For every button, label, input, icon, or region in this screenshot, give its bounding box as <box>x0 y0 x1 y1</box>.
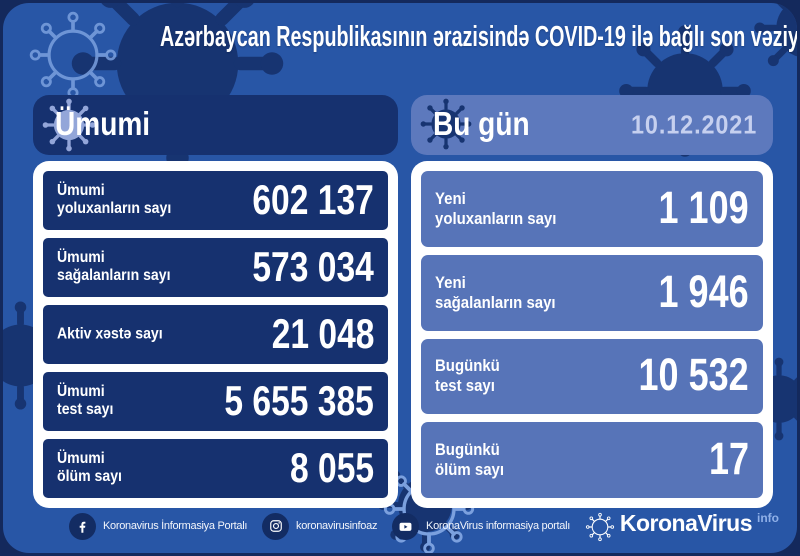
totals-panel-title: Ümumi <box>55 105 151 143</box>
youtube-icon <box>392 512 420 540</box>
brand-name: KoronaVirus <box>619 510 753 536</box>
stat-label: Ümumi yoluxanların sayı <box>57 181 172 218</box>
stat-row-total-recovered: Ümumi sağalanların sayı 573 034 <box>43 238 388 297</box>
stat-value: 8 055 <box>289 443 374 491</box>
stat-row-total-tests: Ümumi test sayı 5 655 385 <box>43 372 388 431</box>
totals-panel-body: Ümumi yoluxanların sayı 602 137 Ümumi sa… <box>33 161 398 508</box>
facebook-link: Koronavirus İnformasiya Portalı <box>69 512 248 540</box>
stat-value: 573 034 <box>252 242 374 290</box>
stat-value: 5 655 385 <box>224 376 374 424</box>
stat-label: Yeni sağalanların sayı <box>435 272 556 312</box>
stat-row-today-deaths: Bugünkü ölüm sayı 17 <box>421 422 763 498</box>
page-title: Azərbaycan Respublikasının ərazisində CO… <box>160 21 797 53</box>
today-panel: Bu gün 10.12.2021 Yeni yoluxanların sayı… <box>411 95 773 508</box>
totals-panel: Ümumi Ümumi yoluxanların sayı 602 137 Üm… <box>33 95 398 508</box>
stat-value: 10 532 <box>638 349 749 401</box>
stat-label: Yeni yoluxanların sayı <box>435 188 557 228</box>
stat-label: Bugünkü ölüm sayı <box>435 440 505 480</box>
facebook-label: Koronavirus İnformasiya Portalı <box>103 520 248 532</box>
today-panel-title: Bu gün <box>433 105 530 143</box>
stat-row-active-cases: Aktiv xəstə sayı 21 048 <box>43 305 388 364</box>
koronavirus-brand: KoronaVirus info <box>585 510 779 542</box>
youtube-link: KoronaVirus informasiya portalı <box>392 512 570 540</box>
stat-row-new-recovered: Yeni sağalanların sayı 1 946 <box>421 254 763 331</box>
stat-value: 21 048 <box>271 309 374 357</box>
footer: Koronavirus İnformasiya Portalı koronavi… <box>3 503 797 553</box>
stat-value: 17 <box>708 433 749 485</box>
stat-row-total-deaths: Ümumi ölüm sayı 8 055 <box>43 439 388 498</box>
totals-panel-header: Ümumi <box>33 95 398 155</box>
stat-row-today-tests: Bugünkü test sayı 10 532 <box>421 338 763 415</box>
stat-row-total-infections: Ümumi yoluxanların sayı 602 137 <box>43 171 388 230</box>
today-panel-body: Yeni yoluxanların sayı 1 109 Yeni sağala… <box>411 161 773 508</box>
stat-label: Ümumi ölüm sayı <box>57 449 122 486</box>
stat-value: 602 137 <box>252 175 374 223</box>
youtube-label: KoronaVirus informasiya portalı <box>426 520 570 532</box>
stat-label: Aktiv xəstə sayı <box>57 325 163 343</box>
stat-label: Bugünkü test sayı <box>435 356 500 396</box>
today-panel-header: Bu gün 10.12.2021 <box>411 95 773 155</box>
instagram-label: koronavirusinfoaz <box>296 520 378 532</box>
instagram-link: koronavirusinfoaz <box>262 512 378 540</box>
instagram-icon <box>262 512 290 540</box>
brand-suffix: info <box>756 511 779 525</box>
report-date: 10.12.2021 <box>630 109 757 140</box>
facebook-icon <box>69 512 96 540</box>
infographic-card: Azərbaycan Respublikasının ərazisində CO… <box>3 3 797 553</box>
koronavirus-logo-icon <box>585 512 615 542</box>
stat-label: Ümumi sağalanların sayı <box>57 248 171 285</box>
stat-value: 1 109 <box>658 181 749 233</box>
stat-label: Ümumi test sayı <box>57 382 114 419</box>
stat-value: 1 946 <box>658 265 749 317</box>
stat-row-new-infections: Yeni yoluxanların sayı 1 109 <box>421 171 763 247</box>
